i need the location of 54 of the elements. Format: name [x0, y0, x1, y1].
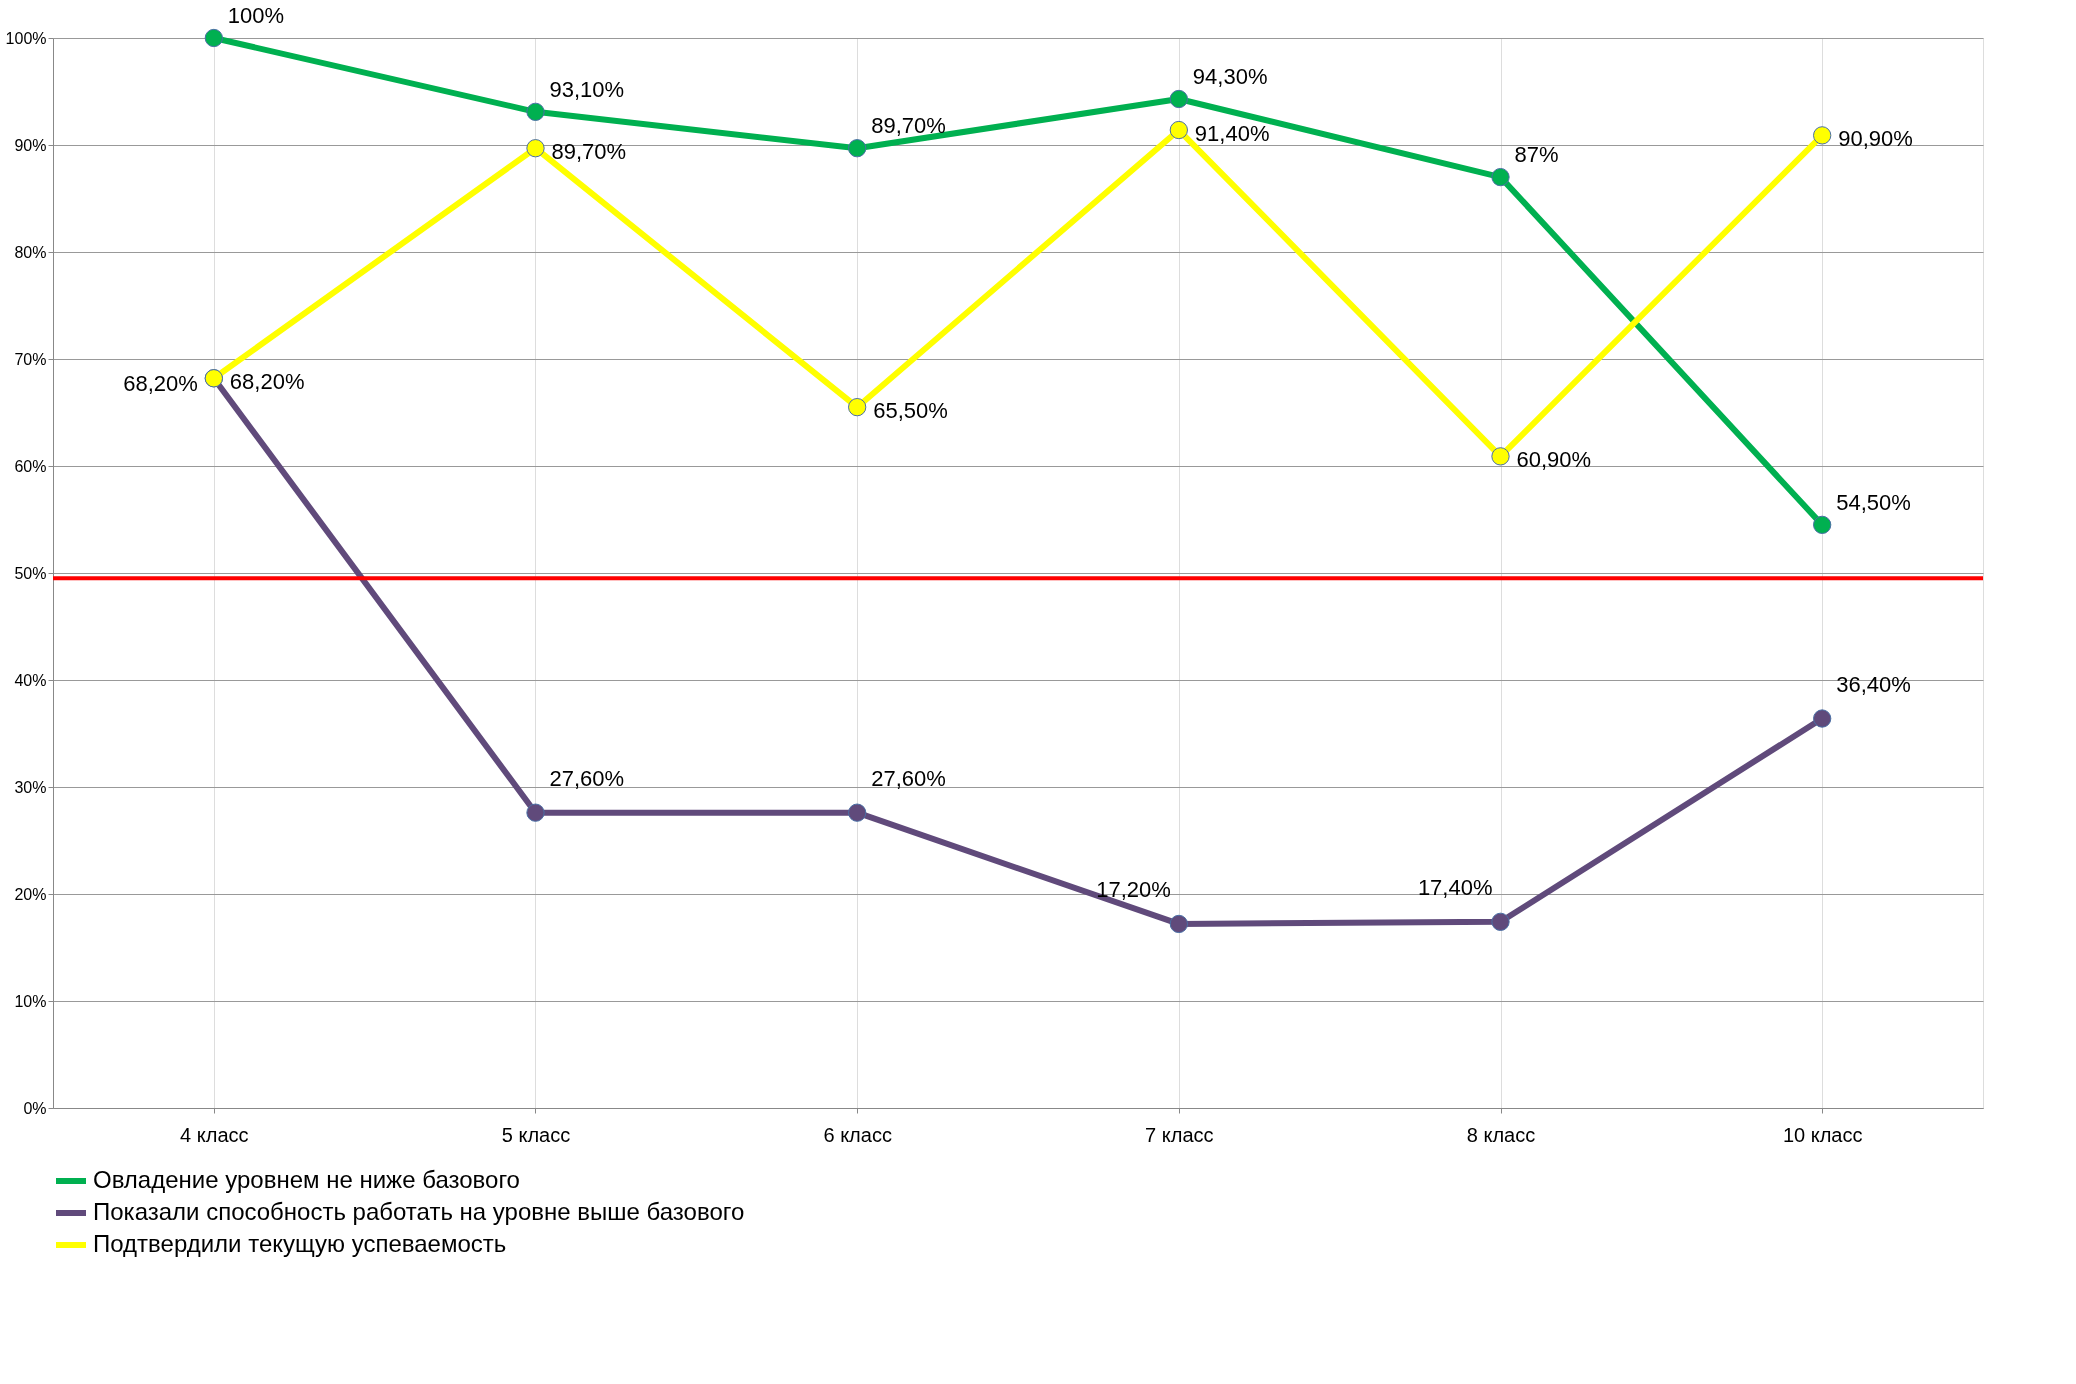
legend-label: Подтвердили текущую успеваемость — [93, 1230, 507, 1257]
y-tick-label: 50% — [14, 564, 47, 582]
data-label: 68,20% — [229, 369, 305, 395]
point — [848, 139, 867, 158]
legend-label: Показали способность работать на уровне выше базового — [93, 1198, 745, 1225]
data-label: 65,50% — [873, 398, 948, 424]
x-tick-label: 5 класс — [501, 1123, 571, 1146]
point — [1169, 120, 1188, 140]
y-tick-label: 70% — [14, 350, 47, 368]
legend-label: Овладение уровнем не ниже базового — [93, 1166, 520, 1193]
y-tick-label: 80% — [14, 243, 47, 261]
data-label: 27,60% — [549, 765, 625, 791]
point — [1169, 89, 1188, 109]
y-tick-label: 60% — [14, 457, 47, 475]
point — [204, 28, 223, 48]
data-label: 17,20% — [1096, 876, 1171, 902]
point — [1491, 167, 1510, 187]
data-label: 89,70% — [871, 113, 946, 139]
data-label: 68,20% — [123, 371, 198, 397]
data-label: 54,50% — [1836, 489, 1911, 515]
data-label: 90,90% — [1838, 126, 1913, 152]
data-label: 60,90% — [1516, 447, 1592, 473]
point — [1813, 515, 1832, 534]
data-label: 27,60% — [871, 765, 946, 791]
point — [526, 139, 545, 158]
point — [526, 803, 545, 822]
x-tick-label: 7 класс — [1145, 1123, 1214, 1146]
x-tick-label: 8 класс — [1466, 1123, 1536, 1146]
y-tick-label: 10% — [14, 992, 47, 1010]
point — [848, 803, 867, 822]
data-label: 89,70% — [551, 139, 627, 165]
x-tick-label: 10 класс — [1782, 1123, 1863, 1146]
point — [1813, 126, 1832, 145]
x-tick-label: 6 класс — [823, 1123, 892, 1146]
point — [1169, 914, 1188, 934]
point — [1491, 447, 1510, 466]
data-label: 94,30% — [1192, 63, 1268, 89]
data-label: 100% — [227, 3, 285, 28]
x-tick-label: 4 класс — [180, 1123, 249, 1146]
data-label: 36,40% — [1836, 671, 1911, 697]
y-tick-label: 20% — [14, 885, 47, 903]
y-tick-label: 30% — [14, 778, 47, 796]
y-tick-label: 90% — [14, 136, 47, 154]
data-label: 93,10% — [549, 76, 625, 102]
data-label: 87% — [1514, 142, 1559, 168]
y-tick-label: 40% — [14, 671, 47, 689]
point — [1813, 709, 1832, 728]
y-tick-label: 100% — [5, 29, 47, 47]
y-tick-label: 0% — [23, 1099, 47, 1117]
data-label: 17,40% — [1417, 874, 1493, 900]
data-label: 91,40% — [1194, 121, 1270, 147]
point — [1491, 912, 1510, 931]
point — [848, 398, 867, 417]
point — [526, 102, 545, 121]
